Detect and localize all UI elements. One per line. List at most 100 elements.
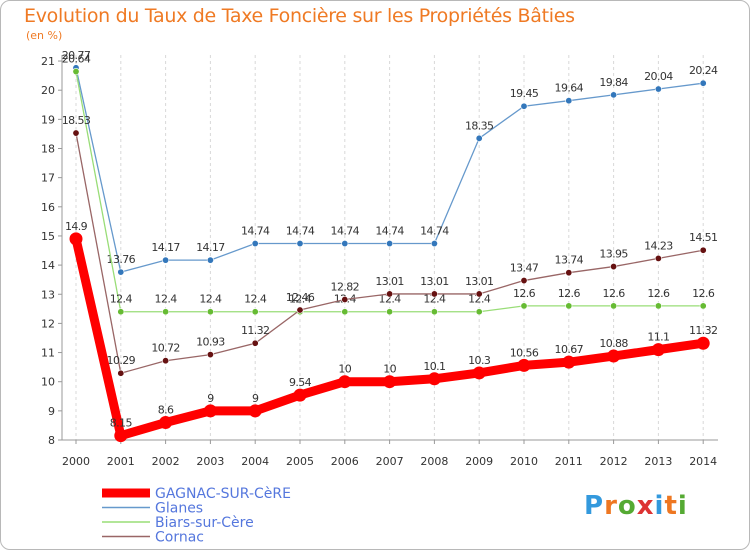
data-label-biars-sur-c-re-2002: 12.4	[155, 293, 178, 306]
data-label-glanes-2002: 14.17	[151, 241, 180, 254]
x-tick-label-2001: 2001	[107, 455, 135, 468]
data-label-biars-sur-c-re-2008: 12.4	[423, 293, 446, 306]
y-tick-label-17: 17	[41, 172, 55, 185]
data-label-glanes-2008: 14.74	[420, 225, 449, 238]
legend-label-cornac: Cornac	[155, 530, 204, 546]
data-point-cornac-2014	[699, 246, 707, 254]
x-tick-label-2010: 2010	[510, 455, 538, 468]
data-label-glanes-2000: 20.77	[62, 49, 91, 62]
y-tick-label-19: 19	[41, 113, 55, 126]
data-label-biars-sur-c-re-2009: 12.4	[468, 293, 491, 306]
data-label-gagnac-sur-c-re-2001: 8.15	[110, 417, 133, 430]
data-point-cornac-2001	[117, 369, 125, 377]
data-point-glanes-2013	[654, 85, 662, 93]
data-point-biars-sur-c-re-2014	[699, 302, 707, 310]
x-tick-label-2007: 2007	[376, 455, 404, 468]
data-label-gagnac-sur-c-re-2008: 10.1	[423, 360, 445, 373]
data-label-glanes-2010: 19.45	[510, 87, 539, 100]
data-point-glanes-2010	[520, 102, 528, 110]
data-label-glanes-2006: 14.74	[331, 225, 360, 238]
x-tick-label-2000: 2000	[62, 455, 90, 468]
data-point-glanes-2014	[699, 79, 707, 87]
data-point-glanes-2002	[162, 256, 170, 264]
y-tick-label-16: 16	[41, 201, 55, 214]
y-tick-label-11: 11	[41, 347, 55, 360]
data-label-cornac-2014: 14.51	[689, 231, 718, 244]
data-label-gagnac-sur-c-re-2010: 10.56	[510, 346, 539, 359]
x-tick-label-2005: 2005	[286, 455, 314, 468]
data-label-biars-sur-c-re-2007: 12.4	[379, 293, 402, 306]
data-label-gagnac-sur-c-re-2013: 11.1	[647, 331, 669, 344]
data-point-glanes-2009	[475, 134, 483, 142]
series-glanes: 20.77 13.76 14.17 14.17 14.74 14.74 14.74 14.74…	[62, 49, 719, 276]
y-tick-label-10: 10	[41, 376, 55, 389]
data-point-glanes-2001	[117, 268, 125, 276]
logo-letter: t	[664, 491, 678, 521]
data-label-cornac-2013: 14.23	[644, 239, 673, 252]
data-label-cornac-2000: 18.53	[62, 114, 91, 127]
y-tick-label-18: 18	[41, 143, 55, 156]
data-label-gagnac-sur-c-re-2003: 9	[207, 392, 214, 405]
y-tick-label-15: 15	[41, 230, 55, 243]
data-point-gagnac-sur-c-re-2010	[517, 358, 531, 372]
data-label-biars-sur-c-re-2001: 12.4	[110, 293, 133, 306]
data-point-cornac-2003	[206, 351, 214, 359]
data-label-glanes-2014: 20.24	[689, 64, 718, 77]
data-point-glanes-2012	[610, 91, 618, 99]
data-label-cornac-2006: 12.82	[331, 280, 360, 293]
legend: GAGNAC-SUR-CèREGlanesBiars-sur-CèreCorna…	[102, 486, 291, 546]
y-tick-label-9: 9	[48, 405, 55, 418]
data-label-gagnac-sur-c-re-2000: 14.9	[65, 220, 88, 233]
data-point-glanes-2007	[386, 240, 394, 248]
data-point-glanes-2008	[430, 240, 438, 248]
data-label-glanes-2011: 19.64	[555, 82, 584, 95]
logo-letter: r	[604, 491, 618, 521]
data-label-cornac-2007: 13.01	[375, 275, 404, 288]
data-point-biars-sur-c-re-2009	[475, 308, 483, 316]
data-label-gagnac-sur-c-re-2007: 10	[383, 363, 396, 376]
data-point-gagnac-sur-c-re-2002	[159, 416, 173, 430]
data-label-cornac-2002: 10.72	[151, 342, 180, 355]
data-point-biars-sur-c-re-2010	[520, 302, 528, 310]
data-label-biars-sur-c-re-2011: 12.6	[558, 287, 581, 300]
data-label-cornac-2008: 13.01	[420, 275, 449, 288]
data-label-glanes-2004: 14.74	[241, 225, 270, 238]
data-point-cornac-2005	[296, 306, 304, 314]
data-label-gagnac-sur-c-re-2004: 9	[252, 392, 259, 405]
logo-letter: i	[677, 491, 688, 521]
data-label-glanes-2007: 14.74	[375, 225, 404, 238]
data-label-gagnac-sur-c-re-2009: 10.3	[468, 354, 491, 367]
x-tick-label-2012: 2012	[600, 455, 628, 468]
chart-title: Evolution du Taux de Taxe Foncière sur l…	[24, 5, 575, 27]
data-label-biars-sur-c-re-2004: 12.4	[244, 293, 267, 306]
data-point-gagnac-sur-c-re-2004	[248, 404, 262, 418]
data-point-cornac-2004	[251, 339, 259, 347]
y-tick-label-21: 21	[41, 55, 55, 68]
data-label-cornac-2005: 12.46	[286, 291, 315, 304]
logo-letter: i	[654, 491, 665, 521]
data-point-gagnac-sur-c-re-2000	[69, 232, 83, 246]
data-label-biars-sur-c-re-2013: 12.6	[647, 287, 670, 300]
x-tick-label-2006: 2006	[331, 455, 359, 468]
x-tick-label-2009: 2009	[465, 455, 493, 468]
y-tick-label-12: 12	[41, 317, 55, 330]
data-label-cornac-2009: 13.01	[465, 275, 494, 288]
data-point-gagnac-sur-c-re-2013	[651, 343, 665, 357]
data-point-glanes-2011	[565, 97, 573, 105]
data-label-glanes-2003: 14.17	[196, 241, 225, 254]
data-label-biars-sur-c-re-2010: 12.6	[513, 287, 536, 300]
data-label-cornac-2011: 13.74	[555, 254, 584, 267]
data-label-gagnac-sur-c-re-2011: 10.67	[555, 343, 584, 356]
data-point-cornac-2002	[162, 357, 170, 365]
y-tick-label-8: 8	[48, 434, 55, 447]
data-point-gagnac-sur-c-re-2007	[383, 375, 397, 389]
data-point-cornac-2012	[610, 263, 618, 271]
proxiti-logo: Proxiti	[584, 491, 688, 521]
data-point-glanes-2006	[341, 240, 349, 248]
data-point-cornac-2006	[341, 295, 349, 303]
x-tick-label-2014: 2014	[689, 455, 717, 468]
data-point-gagnac-sur-c-re-2006	[338, 375, 352, 389]
y-tick-label-14: 14	[41, 259, 55, 272]
data-point-biars-sur-c-re-2004	[251, 308, 259, 316]
